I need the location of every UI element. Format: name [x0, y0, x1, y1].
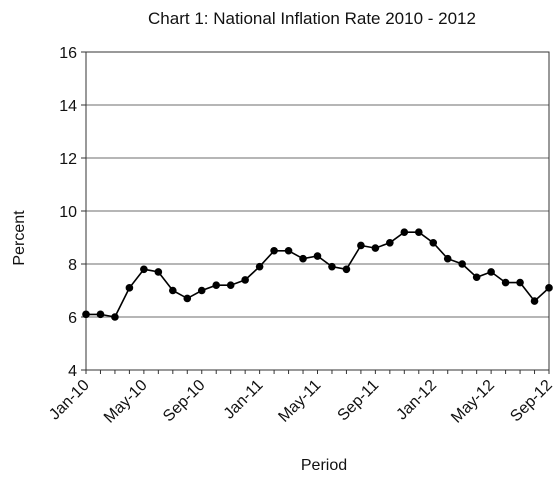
data-point	[284, 246, 293, 255]
data-point	[414, 228, 423, 236]
x-tick-label: Jan-12	[393, 377, 440, 424]
data-point	[530, 297, 539, 305]
x-tick-label: May-12	[448, 377, 498, 427]
x-tick-label: Sep-10	[160, 377, 209, 426]
data-point	[429, 239, 438, 247]
x-tick-label: May-10	[101, 377, 151, 427]
data-point	[111, 313, 119, 321]
data-point	[371, 244, 380, 252]
y-tick-label: 16	[59, 45, 77, 62]
data-point	[255, 262, 264, 271]
x-tick-label: Sep-12	[507, 377, 556, 426]
data-point	[545, 284, 553, 292]
data-point	[212, 281, 221, 290]
y-tick-label: 8	[68, 257, 77, 274]
data-point	[82, 310, 90, 319]
data-point	[342, 265, 351, 274]
chart-title: Chart 1: National Inflation Rate 2010 - …	[148, 9, 476, 28]
data-point	[400, 228, 409, 236]
data-point	[226, 281, 235, 290]
data-series	[82, 228, 553, 321]
data-point	[183, 294, 192, 303]
y-tick-label: 14	[59, 98, 77, 115]
gridlines	[86, 104, 549, 318]
data-point	[154, 268, 163, 276]
data-point	[357, 241, 365, 250]
data-point	[328, 262, 336, 271]
x-tick-label: Jan-11	[221, 377, 267, 423]
data-point	[487, 268, 495, 276]
data-point	[313, 252, 322, 260]
data-point	[472, 273, 481, 282]
data-point	[299, 254, 307, 263]
y-axis-label: Percent	[11, 210, 28, 266]
data-point	[458, 260, 466, 268]
data-point	[270, 246, 278, 255]
x-axis: Jan-10 May-10 Sep-10 Jan-11 May-11 Sep-11 Jan-…	[46, 370, 556, 427]
series-line	[86, 231, 550, 318]
data-point	[197, 286, 206, 295]
x-tick-label: Sep-11	[335, 377, 383, 425]
y-tick-label: 10	[59, 204, 77, 221]
x-axis-label: Period	[301, 457, 347, 474]
x-tick-label: May-11	[275, 377, 324, 426]
data-point	[125, 284, 134, 292]
y-axis: 4 6 8 10 12 14 16	[59, 45, 86, 380]
y-tick-label: 12	[59, 151, 77, 168]
y-tick-label: 4	[68, 363, 77, 380]
data-point	[386, 239, 394, 247]
y-tick-label: 6	[68, 310, 77, 327]
data-point	[241, 276, 249, 284]
data-point	[443, 254, 452, 263]
data-point	[140, 265, 148, 274]
data-point	[96, 310, 105, 319]
data-point	[516, 278, 524, 287]
data-point	[169, 286, 177, 295]
data-point	[501, 278, 510, 287]
x-tick-label: Jan-10	[46, 377, 93, 424]
